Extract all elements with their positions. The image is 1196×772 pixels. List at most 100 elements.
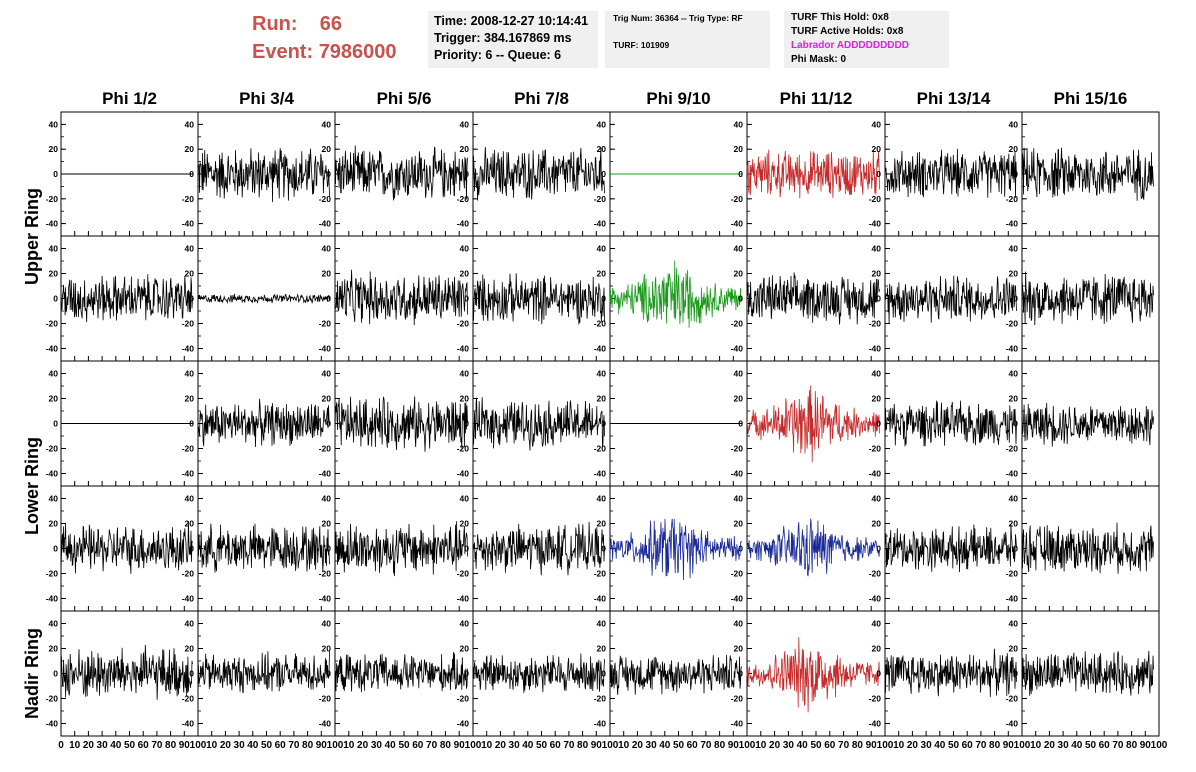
- y-tick-label: 0: [738, 294, 743, 304]
- y-tick-label: 20: [185, 519, 195, 529]
- y-tick-label: -20: [46, 194, 59, 204]
- x-tick-label: 90: [1140, 740, 1152, 751]
- y-tick-label: 40: [1009, 119, 1019, 129]
- y-tick-label: 0: [53, 294, 58, 304]
- y-tick-label: 20: [460, 519, 470, 529]
- column-title: Phi 13/14: [917, 89, 991, 108]
- y-tick-label: 20: [185, 644, 195, 654]
- x-tick-label: 40: [385, 740, 397, 751]
- y-tick-label: -20: [457, 694, 470, 704]
- y-tick-label: 40: [460, 494, 470, 504]
- y-tick-label: -40: [319, 344, 332, 354]
- y-tick-label: 40: [49, 494, 59, 504]
- y-tick-label: -20: [869, 694, 882, 704]
- y-tick-label: 0: [601, 669, 606, 679]
- y-tick-label: -40: [319, 594, 332, 604]
- y-tick-label: 20: [734, 144, 744, 154]
- y-tick-label: 0: [738, 169, 743, 179]
- x-tick-label: 30: [371, 740, 383, 751]
- y-tick-label: 0: [53, 419, 58, 429]
- time-text: Time: 2008-12-27 10:14:41: [434, 14, 589, 28]
- column-title: Phi 15/16: [1054, 89, 1128, 108]
- run-row: Run: 66: [252, 10, 422, 38]
- x-tick-label: 70: [975, 740, 987, 751]
- y-tick-label: 20: [185, 394, 195, 404]
- y-tick-label: -20: [869, 569, 882, 579]
- x-tick-label: 100: [1014, 740, 1031, 751]
- y-tick-label: -20: [869, 444, 882, 454]
- x-tick-label: 90: [1003, 740, 1015, 751]
- x-tick-label: 20: [495, 740, 507, 751]
- y-tick-label: 40: [872, 619, 882, 629]
- y-tick-label: -40: [731, 219, 744, 229]
- y-tick-label: -40: [457, 594, 470, 604]
- y-tick-label: -40: [182, 219, 195, 229]
- x-tick-label: 80: [577, 740, 589, 751]
- x-tick-label: 60: [275, 740, 287, 751]
- y-tick-label: -20: [182, 694, 195, 704]
- x-tick-label: 70: [1112, 740, 1124, 751]
- y-tick-label: -40: [594, 719, 607, 729]
- x-tick-label: 50: [536, 740, 548, 751]
- y-tick-label: 40: [597, 119, 607, 129]
- y-tick-label: -20: [1006, 444, 1019, 454]
- x-tick-label: 60: [412, 740, 424, 751]
- x-tick-label: 30: [783, 740, 795, 751]
- y-tick-label: 0: [326, 544, 331, 554]
- event-label: Event:: [252, 41, 314, 63]
- y-tick-label: -40: [1006, 594, 1019, 604]
- y-tick-label: 0: [53, 544, 58, 554]
- y-tick-label: -20: [869, 319, 882, 329]
- y-tick-label: 20: [322, 394, 332, 404]
- run-value: 66: [319, 13, 343, 35]
- phi-mask-text: Phi Mask: 0: [791, 54, 847, 65]
- x-tick-label: 80: [302, 740, 314, 751]
- y-tick-label: -20: [457, 194, 470, 204]
- ring-label: Nadir Ring: [22, 628, 42, 719]
- y-tick-label: -20: [182, 569, 195, 579]
- y-tick-label: 40: [460, 619, 470, 629]
- y-tick-label: 20: [1009, 519, 1019, 529]
- y-tick-label: 0: [601, 169, 606, 179]
- y-tick-label: -20: [46, 444, 59, 454]
- x-tick-label: 40: [934, 740, 946, 751]
- y-tick-label: -40: [457, 719, 470, 729]
- y-tick-label: -20: [594, 694, 607, 704]
- x-tick-label: 40: [247, 740, 259, 751]
- x-tick-label: 80: [714, 740, 726, 751]
- y-tick-label: 0: [189, 669, 194, 679]
- y-tick-label: -20: [1006, 694, 1019, 704]
- y-tick-label: 40: [1009, 494, 1019, 504]
- y-tick-label: 40: [597, 494, 607, 504]
- y-tick-label: 20: [734, 394, 744, 404]
- y-tick-label: 40: [1009, 244, 1019, 254]
- y-tick-label: -40: [1006, 219, 1019, 229]
- time-trigger-panel: Time: 2008-12-27 10:14:41 Trigger: 384.1…: [428, 11, 598, 68]
- y-tick-label: -40: [182, 344, 195, 354]
- waveform-trace: [884, 648, 1017, 698]
- waveform-trace: [197, 398, 330, 448]
- y-tick-label: 20: [1009, 644, 1019, 654]
- priority-text: Priority: 6 -- Queue: 6: [434, 48, 562, 62]
- turf-hold-panel: TURF This Hold: 0x8 TURF Active Holds: 0…: [784, 11, 949, 68]
- x-tick-label: 40: [797, 740, 809, 751]
- x-tick-label: 10: [893, 740, 905, 751]
- y-tick-label: 0: [189, 169, 194, 179]
- y-tick-label: 0: [1013, 544, 1018, 554]
- y-tick-label: 40: [734, 244, 744, 254]
- y-tick-label: 20: [872, 394, 882, 404]
- y-tick-label: 20: [460, 394, 470, 404]
- waveform-trace: [60, 274, 193, 323]
- y-tick-label: 20: [49, 269, 59, 279]
- y-tick-label: 20: [872, 144, 882, 154]
- y-tick-label: 20: [322, 144, 332, 154]
- y-tick-label: -20: [182, 194, 195, 204]
- y-tick-label: -20: [731, 569, 744, 579]
- x-tick-label: 100: [327, 740, 344, 751]
- y-tick-label: 20: [734, 644, 744, 654]
- y-tick-label: 40: [597, 369, 607, 379]
- y-tick-label: 20: [597, 394, 607, 404]
- x-tick-label: 90: [179, 740, 191, 751]
- waveform-trace: [197, 523, 330, 573]
- turf-text: TURF: 101909: [613, 40, 670, 50]
